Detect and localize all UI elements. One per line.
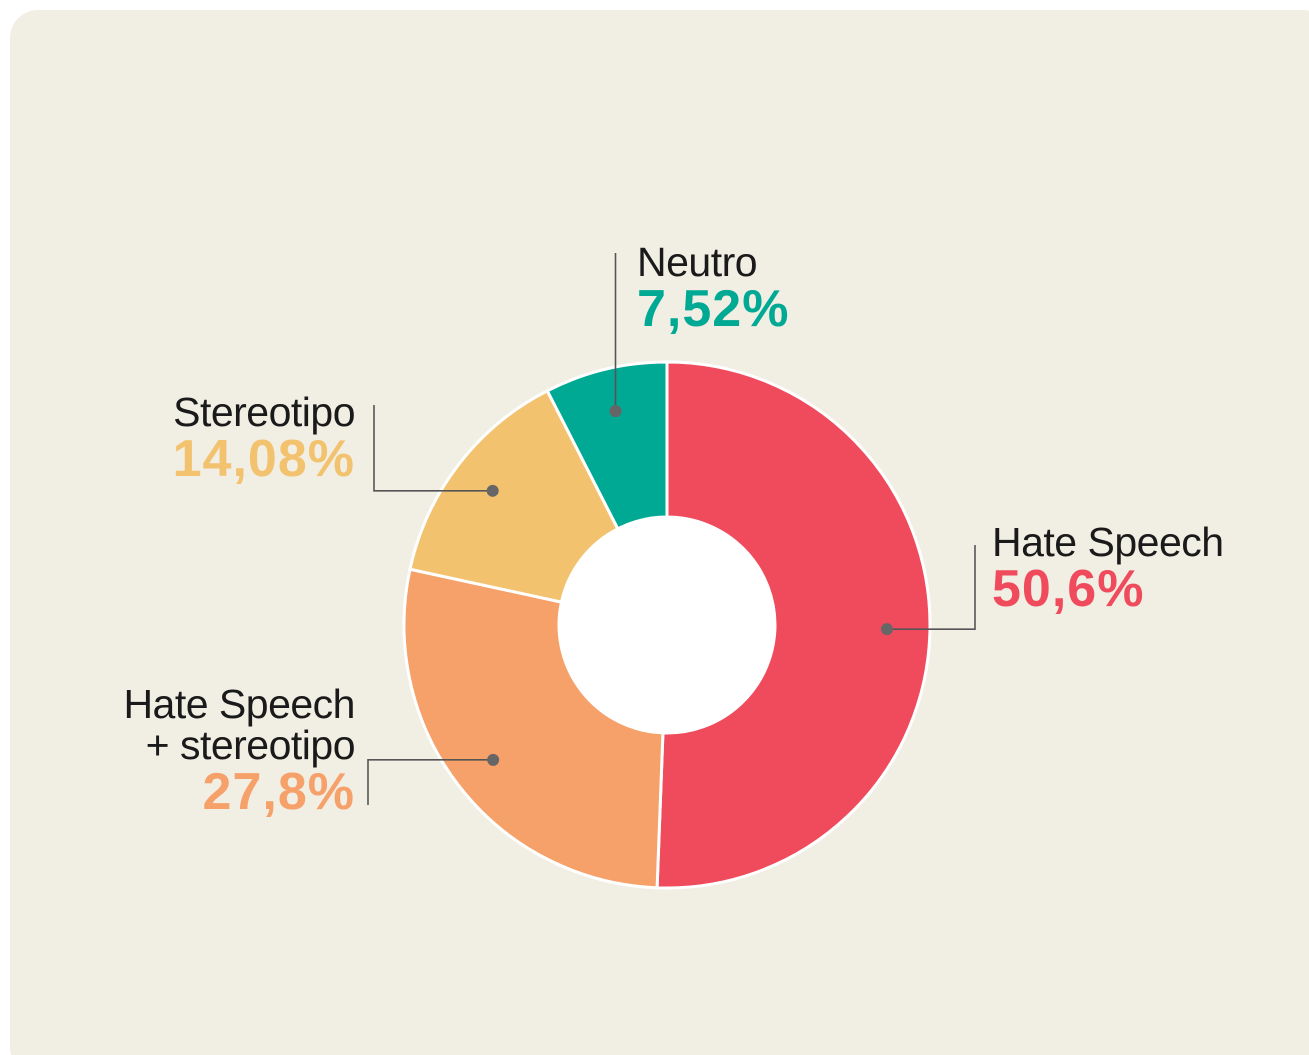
leader-line [886,545,976,630]
value-label: 27,8% [202,763,355,821]
leader-dot [609,405,622,418]
slice-label: Hate Speech + stereotipo 27,8% [95,681,355,821]
slice-label: Stereotipo 14,08% [95,389,356,488]
donut-slice [408,388,620,604]
category-label: Hate Speech [992,519,1224,565]
leader-dot [880,623,893,636]
category-label: Neutro [637,239,758,285]
value-label: 14,08% [172,430,355,488]
value-label: 50,6% [992,560,1145,618]
value-label: 7,52% [637,280,790,338]
donut-hole [559,517,775,733]
donut-slice [655,360,932,890]
slice-label: Neutro 7,52% [637,239,897,338]
leader-dot [487,753,500,766]
category-label: Hate Speech + stereotipo [123,681,355,768]
category-label: Stereotipo [173,389,355,435]
leader-dot [486,484,499,497]
leader-line [367,759,494,805]
leader-line [373,405,493,492]
slice-label: Hate Speech 50,6% [992,519,1252,618]
